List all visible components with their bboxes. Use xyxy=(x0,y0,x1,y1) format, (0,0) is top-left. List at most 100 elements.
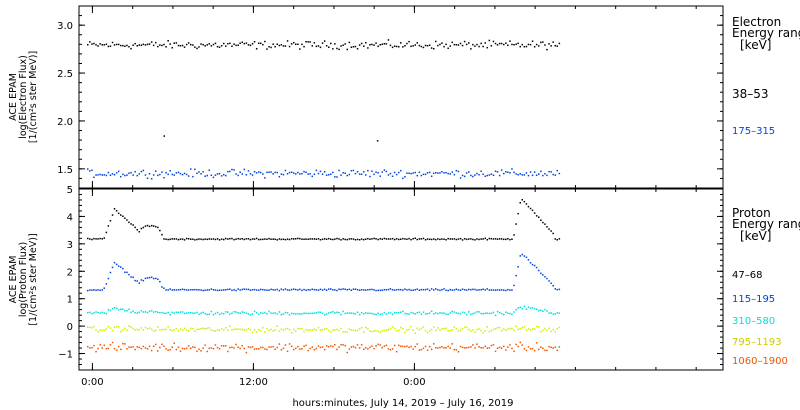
data-point xyxy=(535,342,538,344)
data-point xyxy=(550,45,552,47)
data-point xyxy=(424,329,427,332)
data-point xyxy=(235,328,237,330)
data-point xyxy=(334,344,336,346)
data-point xyxy=(126,348,128,350)
data-point xyxy=(408,346,410,349)
data-point xyxy=(233,43,235,45)
data-point xyxy=(521,43,523,46)
data-point xyxy=(377,238,379,241)
data-point xyxy=(266,48,268,50)
plot-frames xyxy=(78,5,724,371)
data-point xyxy=(163,135,166,137)
data-point xyxy=(457,330,460,332)
legend-entry: 47–68 xyxy=(732,270,762,281)
data-point xyxy=(484,175,486,177)
data-point xyxy=(480,329,482,332)
data-point xyxy=(439,289,441,292)
data-point xyxy=(89,289,91,291)
data-point xyxy=(190,289,192,291)
data-point xyxy=(424,313,427,315)
data-point xyxy=(470,288,472,291)
data-point xyxy=(430,328,433,331)
data-point xyxy=(255,331,258,333)
data-point xyxy=(385,329,388,331)
data-point xyxy=(175,42,178,44)
data-point xyxy=(500,347,503,349)
x-tick-label: 0:00 xyxy=(81,377,103,388)
data-point xyxy=(465,326,468,329)
data-point xyxy=(155,329,157,332)
data-point xyxy=(330,311,332,314)
data-point xyxy=(486,312,488,314)
data-point xyxy=(498,289,501,291)
data-point xyxy=(379,313,381,316)
data-point xyxy=(490,329,493,332)
data-point xyxy=(521,174,523,176)
data-point xyxy=(124,217,126,219)
data-point xyxy=(552,347,554,349)
data-point xyxy=(218,289,221,291)
data-point xyxy=(309,238,311,240)
data-point xyxy=(470,330,472,332)
data-point xyxy=(183,172,186,175)
data-point xyxy=(523,200,526,203)
data-point xyxy=(453,238,456,240)
data-point xyxy=(115,349,118,351)
data-point xyxy=(317,238,320,240)
data-point xyxy=(521,307,523,310)
data-point xyxy=(101,329,103,331)
data-point xyxy=(132,44,134,46)
data-point xyxy=(515,43,517,45)
data-point xyxy=(212,238,215,240)
data-point xyxy=(383,237,386,240)
data-point xyxy=(260,171,262,174)
data-point xyxy=(317,45,320,47)
data-point xyxy=(303,45,305,48)
data-point xyxy=(128,346,130,348)
data-point xyxy=(451,289,453,291)
data-point xyxy=(286,350,289,353)
data-point xyxy=(113,326,116,329)
data-point xyxy=(105,43,108,45)
data-point xyxy=(270,328,272,331)
data-point xyxy=(251,238,254,240)
data-point xyxy=(420,313,423,315)
data-point xyxy=(402,310,404,313)
data-point xyxy=(136,328,138,331)
data-point xyxy=(319,46,322,49)
data-point xyxy=(375,345,377,347)
data-point xyxy=(550,330,552,333)
data-point xyxy=(525,308,528,310)
data-point xyxy=(260,346,262,349)
data-point xyxy=(338,311,340,314)
data-point xyxy=(264,331,266,333)
data-point xyxy=(140,279,143,281)
data-point xyxy=(117,265,120,267)
data-point xyxy=(177,171,180,174)
y-label-line: [1/(cm²s ster MeV)] xyxy=(28,51,39,143)
data-point xyxy=(311,175,313,178)
data-point xyxy=(340,344,342,346)
data-point xyxy=(488,237,491,240)
data-point xyxy=(535,215,538,217)
data-point xyxy=(540,219,542,221)
data-point xyxy=(233,238,235,241)
data-point xyxy=(332,48,334,50)
data-point xyxy=(194,330,196,332)
data-point xyxy=(87,289,89,292)
data-point xyxy=(290,312,293,315)
data-point xyxy=(155,170,157,172)
data-point xyxy=(159,44,161,46)
data-point xyxy=(239,238,241,240)
data-point xyxy=(500,169,503,171)
data-point xyxy=(503,43,505,46)
data-point xyxy=(330,345,332,347)
data-point xyxy=(208,238,210,240)
data-point xyxy=(428,171,431,174)
data-point xyxy=(223,289,225,291)
data-point xyxy=(192,289,194,291)
data-point xyxy=(542,174,544,177)
data-point xyxy=(278,311,281,313)
data-point xyxy=(161,233,163,236)
data-point xyxy=(513,171,515,174)
